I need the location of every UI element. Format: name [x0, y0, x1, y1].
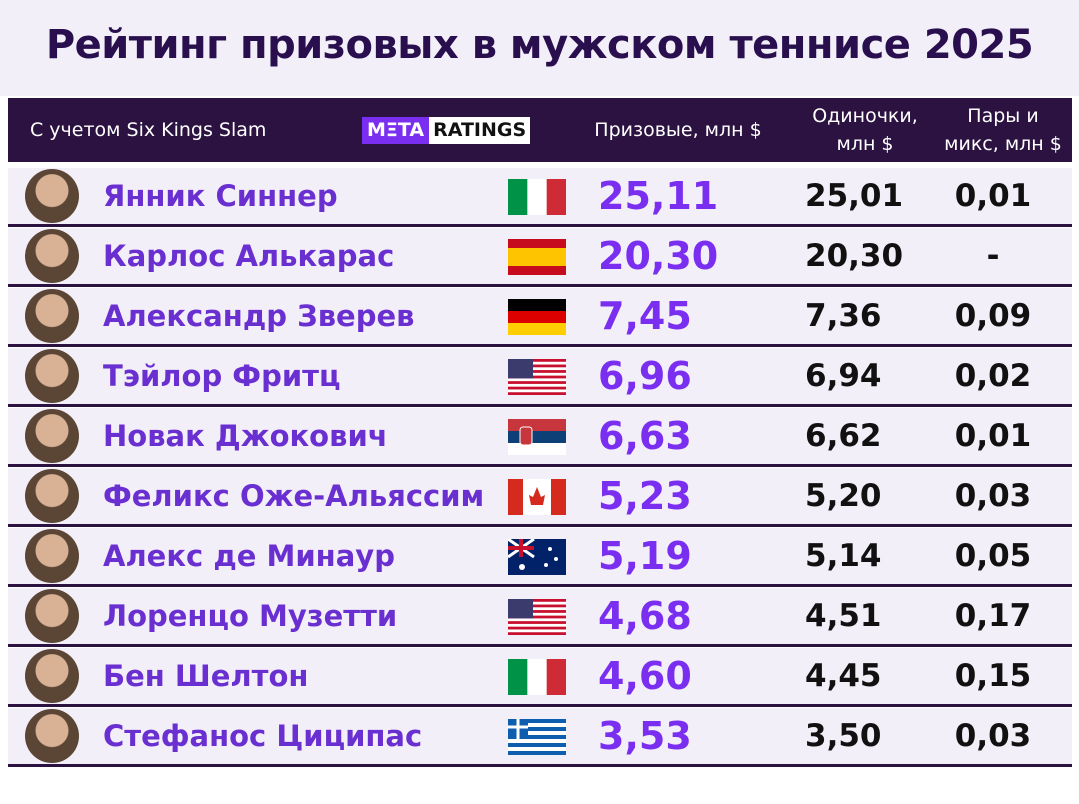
- singles-prize: 6,94: [805, 358, 882, 394]
- avatar: [25, 289, 79, 343]
- prize-total: 20,30: [598, 234, 719, 278]
- flag: [508, 239, 566, 275]
- singles-prize: 6,62: [805, 418, 882, 454]
- player-name: Алекс де Минаур: [103, 539, 395, 573]
- singles-prize: 5,14: [805, 538, 882, 574]
- avatar: [25, 469, 79, 523]
- avatar: [25, 649, 79, 703]
- doubles-prize: 0,03: [954, 718, 1032, 754]
- table-row: Карлос Алькарас 20,30 20,30 -: [8, 228, 1072, 287]
- doubles-prize: 0,01: [954, 178, 1032, 214]
- logo-part: RATINGS: [429, 117, 531, 144]
- avatar: [25, 529, 79, 583]
- player-name: Янник Синнер: [103, 179, 338, 213]
- player-name: Лоренцо Музетти: [103, 599, 398, 633]
- prize-total: 6,63: [598, 414, 692, 458]
- player-name: Стефанос Циципас: [103, 719, 423, 753]
- prize-total: 5,23: [598, 474, 692, 518]
- prize-total: 4,68: [598, 594, 692, 638]
- player-name: Александр Зверев: [103, 299, 415, 333]
- flag: [508, 479, 566, 515]
- flag: [508, 659, 566, 695]
- table-row: Александр Зверев 7,45 7,36 0,09: [8, 288, 1072, 347]
- column-header: Пары и микс, млн $: [944, 105, 1062, 155]
- player-name: Новак Джокович: [103, 419, 388, 453]
- singles-prize: 25,01: [805, 178, 904, 214]
- table-row: Новак Джокович 6,63 6,62 0,01: [8, 408, 1072, 467]
- prize-total: 4,60: [598, 654, 692, 698]
- title-band: [0, 0, 1079, 96]
- doubles-prize: 0,15: [954, 658, 1032, 694]
- avatar: [25, 229, 79, 283]
- flag: [508, 179, 566, 215]
- flag: [508, 539, 566, 575]
- header-bar: С учетом Six Kings Slam Призовые, млн $ …: [8, 98, 1072, 162]
- table-row: Алекс де Минаур 5,19 5,14 0,05: [8, 528, 1072, 587]
- avatar: [25, 349, 79, 403]
- table-row: Стефанос Циципас 3,53 3,50 0,03: [8, 708, 1072, 767]
- note: С учетом Six Kings Slam: [30, 119, 267, 141]
- flag: [508, 719, 566, 755]
- doubles-prize: 0,01: [954, 418, 1032, 454]
- player-name: Бен Шелтон: [103, 659, 309, 693]
- table-row: Бен Шелтон 4,60 4,45 0,15: [8, 648, 1072, 707]
- avatar: [25, 589, 79, 643]
- flag: [508, 359, 566, 395]
- singles-prize: 3,50: [805, 718, 882, 754]
- table-row: Феликс Оже-Альяссим 5,23 5,20 0,03: [8, 468, 1072, 527]
- logo-part: MΞTA: [362, 117, 430, 144]
- flag: [508, 419, 566, 455]
- avatar: [25, 709, 79, 763]
- player-name: Феликс Оже-Альяссим: [103, 479, 485, 513]
- flag: [508, 599, 566, 635]
- column-header: Одиночки, млн $: [812, 105, 918, 155]
- table-row: Янник Синнер 25,11 25,01 0,01: [8, 168, 1072, 227]
- singles-prize: 4,51: [805, 598, 882, 634]
- doubles-prize: -: [986, 238, 1000, 274]
- prize-total: 5,19: [598, 534, 692, 578]
- prize-total: 6,96: [598, 354, 692, 398]
- flag: [508, 299, 566, 335]
- singles-prize: 5,20: [805, 478, 882, 514]
- title: Рейтинг призовых в мужском теннисе 2025: [45, 22, 1034, 68]
- singles-prize: 4,45: [805, 658, 882, 694]
- doubles-prize: 0,09: [954, 298, 1032, 334]
- logo: MΞTA RATINGS: [362, 117, 531, 144]
- doubles-prize: 0,17: [954, 598, 1032, 634]
- doubles-prize: 0,02: [954, 358, 1032, 394]
- prize-total: 7,45: [598, 294, 692, 338]
- column-header: Призовые, млн $: [594, 119, 762, 141]
- table-row: Тэйлор Фритц 6,96 6,94 0,02: [8, 348, 1072, 407]
- player-name: Карлос Алькарас: [103, 239, 395, 273]
- avatar: [25, 169, 79, 223]
- table-row: Лоренцо Музетти 4,68 4,51 0,17: [8, 588, 1072, 647]
- player-name: Тэйлор Фритц: [103, 359, 341, 393]
- prize-total: 25,11: [598, 174, 719, 218]
- doubles-prize: 0,03: [954, 478, 1032, 514]
- singles-prize: 7,36: [805, 298, 882, 334]
- avatar: [25, 409, 79, 463]
- prize-total: 3,53: [598, 714, 692, 758]
- singles-prize: 20,30: [805, 238, 904, 274]
- doubles-prize: 0,05: [954, 538, 1032, 574]
